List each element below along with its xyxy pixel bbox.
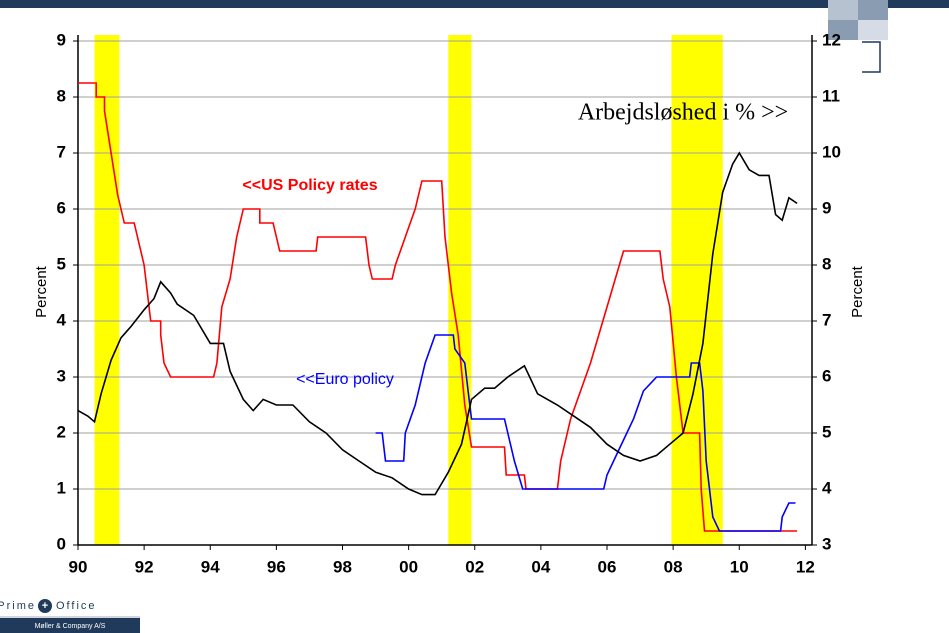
x-tick-label: 92 <box>135 557 154 576</box>
logo-right: Office <box>56 600 97 612</box>
y2-tick-label: 9 <box>822 198 831 217</box>
shaded-period <box>671 35 723 545</box>
y-tick-label: 9 <box>57 30 66 49</box>
decor-square <box>828 20 858 40</box>
x-tick-label: 90 <box>69 557 88 576</box>
logo-left: Prime <box>0 600 36 612</box>
logo-plus: + <box>42 600 48 612</box>
x-tick-label: 10 <box>730 557 749 576</box>
shaded-period <box>448 35 472 545</box>
top-bar <box>0 0 949 8</box>
y2-tick-label: 3 <box>822 534 831 553</box>
y2-tick-label: 12 <box>822 30 841 49</box>
x-tick-label: 12 <box>796 557 815 576</box>
y-tick-label: 4 <box>57 310 67 329</box>
y2-tick-label: 8 <box>822 254 831 273</box>
y2-tick-label: 11 <box>822 86 840 105</box>
series-line <box>77 151 798 496</box>
x-tick-label: 94 <box>201 557 220 576</box>
x-tick-label: 96 <box>267 557 286 576</box>
y-axis-label: Percent <box>33 265 50 318</box>
annotation: <<US Policy rates <box>242 177 377 194</box>
decor-bracket <box>862 41 881 73</box>
series-line <box>78 82 798 532</box>
y2-tick-label: 10 <box>822 142 841 161</box>
y-tick-label: 1 <box>57 478 66 497</box>
y-tick-label: 3 <box>57 366 66 385</box>
logo-band <box>0 618 140 633</box>
y2-tick-label: 5 <box>822 422 831 441</box>
y2-tick-label: 7 <box>822 310 831 329</box>
shaded-period <box>94 35 120 545</box>
x-tick-label: 08 <box>664 557 683 576</box>
y2-axis-label: Percent <box>849 265 866 318</box>
x-tick-label: 98 <box>333 557 352 576</box>
y2-tick-label: 4 <box>822 478 832 497</box>
y-tick-label: 6 <box>57 198 66 217</box>
y-tick-label: 8 <box>57 86 66 105</box>
company-name: Møller & Company A/S <box>35 623 106 630</box>
decor-square <box>858 0 888 20</box>
x-tick-label: 00 <box>399 557 418 576</box>
y-tick-label: 0 <box>57 534 66 553</box>
decor-square <box>828 0 858 20</box>
annotation: Arbejdsløshed i % >> <box>578 100 788 126</box>
series-line <box>375 334 796 532</box>
decor-square <box>858 20 888 40</box>
annotation: <<Euro policy <box>296 371 394 388</box>
x-tick-label: 06 <box>598 557 617 576</box>
y-tick-label: 7 <box>57 142 66 161</box>
logo: Prime + Office Møller & Company A/S <box>0 599 140 633</box>
y-tick-label: 5 <box>57 254 66 273</box>
y2-tick-label: 6 <box>822 366 831 385</box>
y-tick-label: 2 <box>57 422 66 441</box>
x-tick-label: 02 <box>465 557 484 576</box>
x-tick-label: 04 <box>531 557 550 576</box>
logo-mark <box>38 599 52 613</box>
